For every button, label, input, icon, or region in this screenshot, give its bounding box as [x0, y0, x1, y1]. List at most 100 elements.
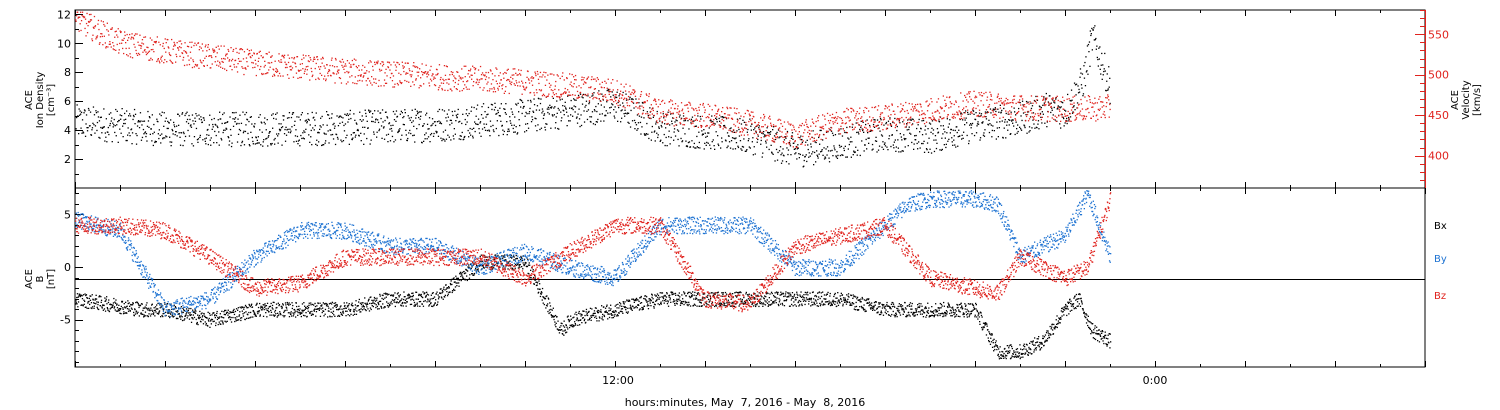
density-point — [650, 139, 652, 141]
velocity-point — [884, 108, 886, 110]
density-point — [389, 128, 391, 130]
density-point — [904, 138, 906, 141]
velocity-point — [654, 98, 656, 100]
velocity-point — [760, 117, 762, 119]
bx-point — [91, 307, 93, 310]
density-point — [723, 116, 725, 119]
density-point — [528, 111, 531, 113]
density-point — [531, 116, 533, 118]
velocity-point — [650, 104, 652, 106]
bx-point — [308, 304, 310, 306]
velocity-point — [1012, 99, 1014, 101]
velocity-point — [522, 82, 524, 84]
density-point — [860, 120, 862, 122]
density-point — [1094, 25, 1096, 27]
velocity-point — [632, 93, 635, 95]
density-point — [290, 130, 292, 132]
density-point — [283, 115, 285, 117]
density-point — [293, 141, 295, 143]
velocity-point — [781, 131, 783, 133]
velocity-point — [402, 65, 404, 67]
density-point — [346, 113, 349, 115]
density-point — [673, 139, 675, 141]
density-point — [237, 118, 239, 120]
density-point — [845, 131, 847, 134]
velocity-point — [677, 113, 680, 115]
bx-point — [213, 312, 215, 314]
velocity-point — [238, 60, 241, 62]
bx-point — [154, 315, 156, 317]
density-point — [254, 123, 256, 125]
velocity-point — [225, 53, 227, 55]
density-point — [1097, 58, 1099, 61]
velocity-point — [966, 93, 968, 95]
velocity-point — [329, 64, 331, 67]
density-point — [398, 129, 400, 131]
bx-point — [99, 295, 101, 297]
bx-point — [190, 307, 192, 310]
density-point — [709, 119, 711, 122]
velocity-point — [640, 91, 643, 93]
velocity-point — [777, 128, 780, 130]
density-point — [751, 141, 753, 143]
bx-point — [248, 303, 250, 306]
velocity-point — [333, 73, 335, 75]
velocity-point — [782, 136, 784, 139]
velocity-point — [345, 83, 348, 85]
density-point — [714, 123, 716, 125]
velocity-point — [765, 130, 767, 132]
velocity-point — [810, 130, 812, 132]
density-point — [305, 128, 307, 130]
density-point — [143, 133, 145, 135]
velocity-point — [595, 80, 597, 82]
density-point — [677, 138, 679, 141]
density-point — [609, 112, 611, 114]
density-point — [262, 141, 264, 143]
density-point — [703, 129, 705, 131]
density-point — [663, 117, 665, 119]
velocity-point — [348, 71, 350, 73]
density-point — [396, 115, 399, 118]
velocity-point — [298, 70, 300, 72]
density-point — [785, 161, 788, 163]
bx-point — [249, 317, 251, 319]
density-point — [775, 133, 777, 135]
bx-point — [194, 312, 196, 314]
velocity-point — [939, 116, 941, 118]
velocity-point — [818, 135, 820, 137]
density-point — [570, 99, 572, 102]
density-point — [705, 136, 707, 138]
density-point — [627, 121, 629, 123]
density-point — [917, 148, 919, 150]
velocity-point — [374, 61, 376, 63]
density-point — [685, 140, 687, 142]
velocity-point — [584, 94, 586, 96]
density-point — [173, 124, 175, 126]
density-point — [631, 98, 633, 100]
density-point — [699, 115, 701, 118]
velocity-point — [758, 122, 760, 124]
bx-point — [79, 295, 81, 298]
velocity-point — [914, 105, 916, 108]
density-point — [84, 110, 86, 112]
density-point — [524, 115, 526, 117]
velocity-point — [518, 81, 520, 83]
density-point — [988, 131, 991, 134]
density-point — [358, 135, 360, 137]
velocity-point — [769, 118, 771, 120]
density-point — [980, 113, 983, 115]
density-point — [1087, 73, 1089, 75]
density-point — [264, 117, 266, 119]
velocity-point — [705, 125, 707, 128]
density-point — [665, 127, 667, 129]
bx-point — [293, 308, 296, 311]
velocity-point — [327, 72, 329, 74]
density-point — [393, 141, 395, 143]
density-point — [1050, 111, 1052, 114]
velocity-point — [770, 122, 772, 124]
velocity-point — [410, 76, 412, 78]
density-point — [1103, 70, 1105, 73]
velocity-point — [988, 104, 991, 106]
velocity-point — [1042, 99, 1044, 101]
velocity-point — [107, 30, 109, 32]
